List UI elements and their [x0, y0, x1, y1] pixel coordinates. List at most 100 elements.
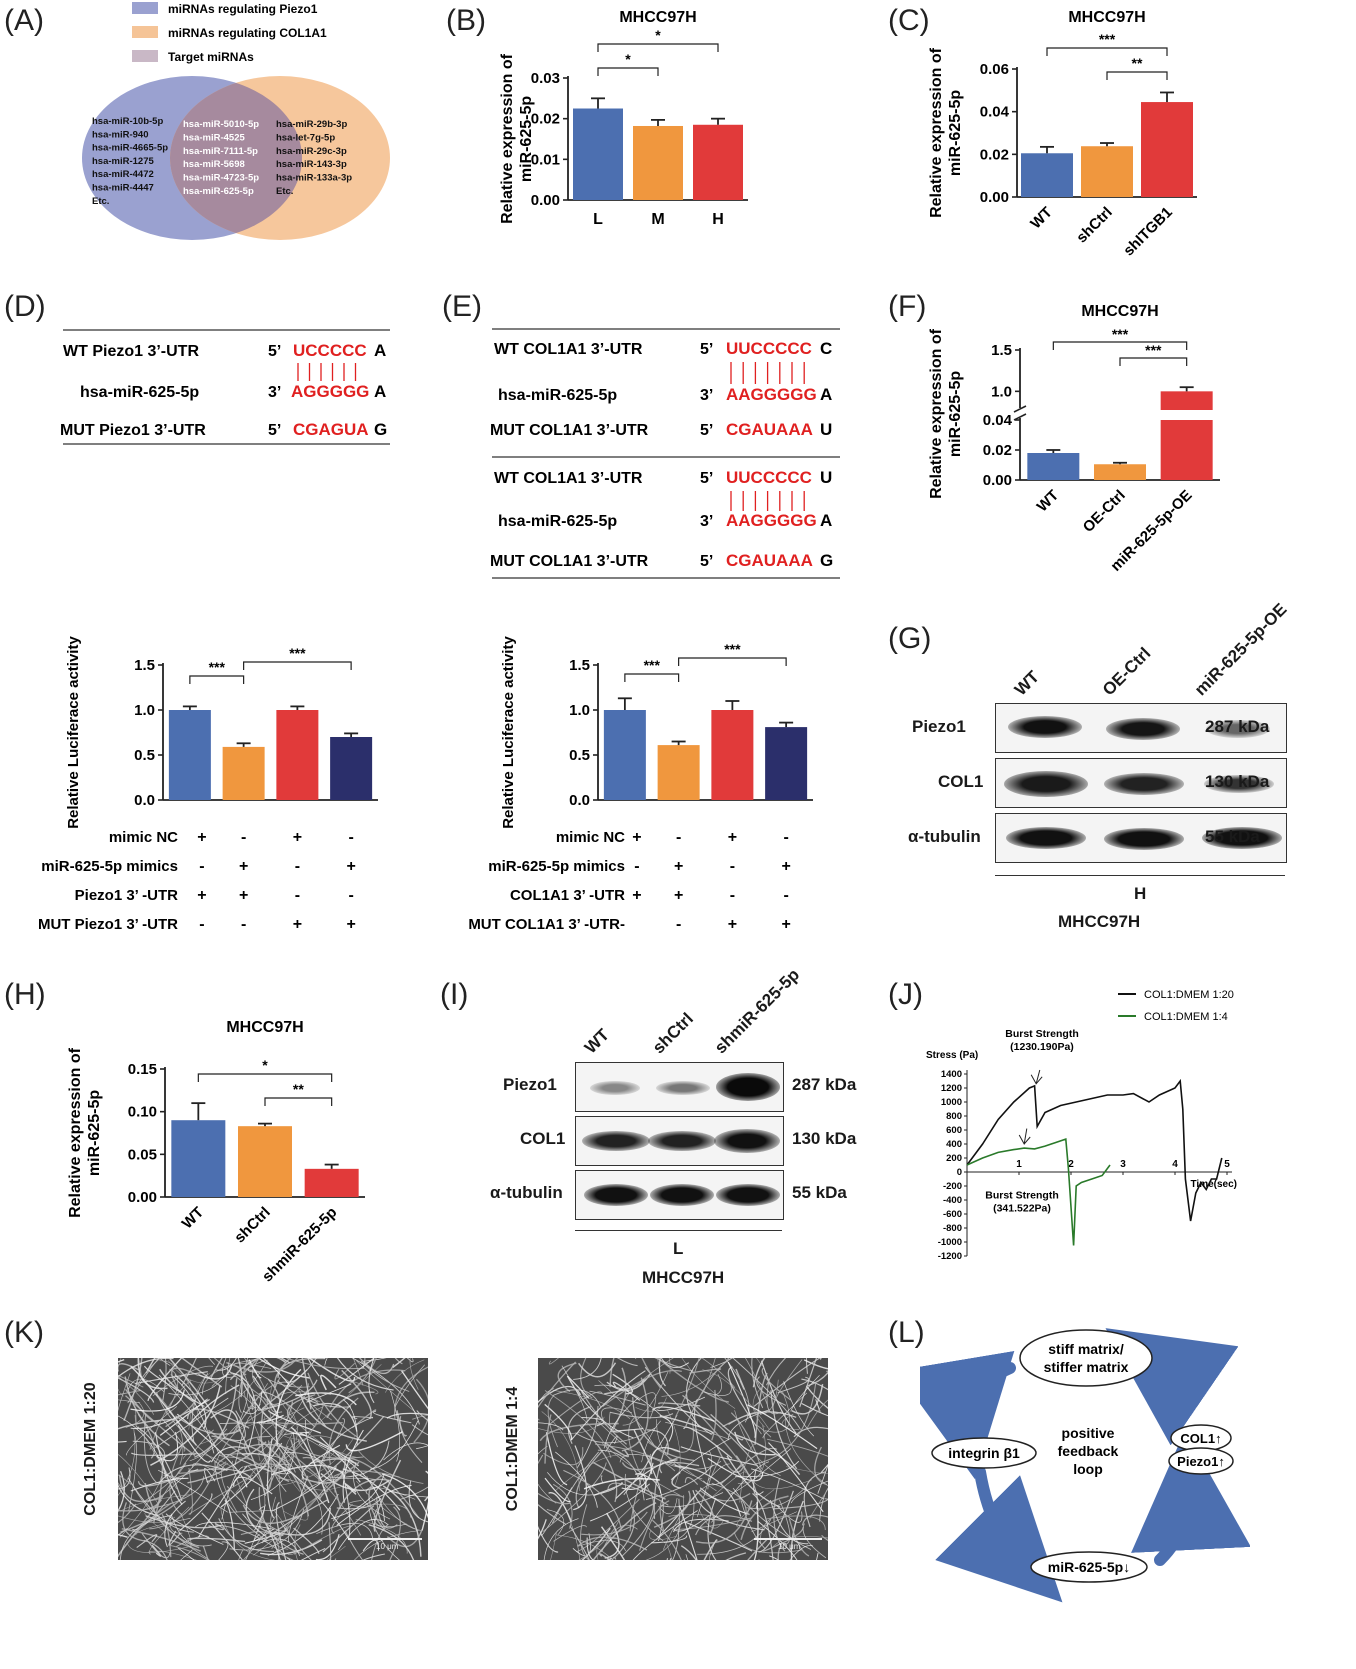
chartD2-row-1-mark-1: + — [239, 858, 248, 875]
blot-i-piezo1 — [575, 1062, 784, 1112]
seq-e-wt2-prime: 5’ — [700, 470, 713, 487]
chartB-ylabel-2: miR-625-5p — [518, 96, 535, 182]
chartE2-bar-0 — [603, 710, 646, 800]
chartE2-row-0-mark-3: - — [783, 829, 788, 846]
chartE2-sig-label-1: *** — [724, 641, 741, 657]
venn-mid-item-5: hsa-miR-625-5p — [183, 186, 254, 197]
chartH-ytick-3: 0.15 — [128, 1061, 157, 1078]
chartH-xtick-1: shCtrl — [231, 1204, 274, 1247]
chartJ-legend-1: COL1:DMEM 1:4 — [1144, 1011, 1228, 1023]
legend-swatch-col1a1 — [132, 26, 158, 38]
chartF-ytick-2: 0.04 — [983, 412, 1013, 429]
chartD2-ytick-1: 0.5 — [134, 747, 155, 764]
chartH-sig-1 — [264, 1097, 333, 1106]
chartD2-row-label-0: mimic NC — [109, 829, 178, 846]
chartH-ytick-1: 0.05 — [128, 1146, 157, 1163]
blot-i-group: L — [673, 1239, 684, 1258]
chartE2-row-3-mark-1: - — [676, 916, 681, 933]
blot-i-label-piezo1: Piezo1 — [503, 1075, 557, 1094]
bar-chart-b: MHCC97H 0.00 0.01 0.02 0.03 L M H Relative expre… — [499, 9, 748, 228]
blot-g-size-2: 130 kDa — [1205, 772, 1270, 791]
chartF-ytick-3: 1.0 — [991, 383, 1012, 400]
chartF-ylabel-1: Relative expression of — [928, 328, 945, 499]
venn-left-item-4: hsa-miR-4472 — [92, 169, 154, 180]
chartJ-ytick-7: 0 — [957, 1167, 962, 1178]
sequence-e: WT COL1A1 3’-UTR 5’ UUCCCCC C hsa-miR-62… — [490, 328, 840, 579]
legend-swatch-piezo1 — [132, 2, 158, 14]
seq-d-mir-end: A — [374, 382, 386, 401]
seq-e-mir1-end: A — [820, 385, 832, 404]
chartD2-ylabel: Relative Luciferace activity — [65, 636, 82, 829]
seq-e-wt2-seq: UUCCCCC — [726, 468, 812, 487]
chartD2-row-label-2: Piezo1 3’ -UTR — [75, 887, 179, 904]
sem-right-label-wrap: COL1:DMEM 1:4 — [492, 1360, 532, 1560]
chartB-sig-0 — [597, 67, 659, 76]
chartE2-sig-label-0: *** — [644, 657, 661, 673]
chartB-ytick-2: 0.02 — [531, 111, 560, 128]
seq-d-mut-end: G — [374, 420, 387, 439]
chartB-sig-label-0: * — [625, 51, 631, 67]
loop-left: integrin β1 — [948, 1445, 1020, 1461]
chartB-bar-2 — [693, 124, 743, 200]
chartF-sig-label-1: *** — [1145, 342, 1162, 358]
chartF-ytick-0: 0.00 — [983, 472, 1012, 489]
chartB-ylabel-1: Relative expression of — [499, 53, 516, 224]
chartJ-arrow-2 — [1023, 1128, 1028, 1145]
chartD2-ytick-2: 1.0 — [134, 702, 155, 719]
chartE2-ytick-2: 1.0 — [569, 702, 590, 719]
chartJ-xtick-0: 1 — [1016, 1159, 1022, 1170]
chartJ-xlabel: Time(sec) — [1190, 1179, 1237, 1190]
lanesI-lane-1: shCtrl — [648, 1009, 698, 1058]
seq-e-mut1-prime: 5’ — [700, 422, 713, 439]
chartJ-ytick-13: -1200 — [938, 1251, 962, 1262]
chartJ-ytick-5: 400 — [946, 1139, 962, 1150]
chartF-bar-2-lower — [1160, 420, 1213, 480]
chartE2-row-3-mark-3: + — [781, 916, 790, 933]
sem-left-label-wrap: COL1:DMEM 1:20 — [70, 1360, 110, 1560]
venn-right-item-1: hsa-let-7g-5p — [276, 132, 335, 143]
chartE2-ytick-0: 0.0 — [569, 792, 590, 809]
blot-g-col1 — [995, 758, 1287, 808]
chartD2-row-0-mark-2: + — [293, 829, 302, 846]
lanesI-lane-2: shmiR-625-5p — [710, 965, 804, 1058]
panel-label-d: (D) — [4, 290, 46, 323]
chartE2-row-label-1: miR-625-5p mimics — [488, 858, 625, 875]
chartE2-row-1-mark-2: - — [730, 858, 735, 875]
chartC-ytick-3: 0.06 — [980, 61, 1009, 78]
chartD2-sig-label-1: *** — [289, 645, 306, 661]
bar-chart-f: MHCC97H 0.00 0.02 0.04 1.0 1.5 WT OE-Ctrl miR-62… — [928, 303, 1220, 575]
blot-g-cell: MHCC97H — [1058, 912, 1141, 931]
chartJ-xtick-4: 5 — [1224, 1159, 1230, 1170]
chartD2-sig-1 — [243, 661, 352, 670]
sequence-d: WT Piezo1 3’-UTR 5’ UCCCCC A hsa-miR-625… — [60, 329, 390, 445]
chartD2-row-2-mark-2: - — [295, 887, 300, 904]
chartD2-row-2-mark-0: + — [197, 887, 206, 904]
chartD2-row-3-mark-0: - — [199, 916, 204, 933]
seq-d-mir-label: hsa-miR-625-5p — [80, 384, 199, 401]
chartJ-annot-2: Burst Strength — [985, 1189, 1059, 1201]
sem-right-label: COL1:DMEM 1:4 — [504, 1386, 521, 1512]
chartE2-ylabel: Relative Luciferace activity — [500, 636, 517, 829]
blot-g-label-piezo1: Piezo1 — [912, 717, 966, 736]
chartJ-legend-0: COL1:DMEM 1:20 — [1144, 989, 1234, 1001]
blot-i-size-3: 55 kDa — [792, 1183, 847, 1202]
panel-label-a: (A) — [4, 4, 44, 37]
chartD2-row-0-mark-1: - — [241, 829, 246, 846]
chartB-sig-1 — [597, 43, 719, 52]
panel-label-c: (C) — [888, 4, 930, 37]
seq-e-wt1-label: WT COL1A1 3’-UTR — [494, 341, 643, 358]
chartC-bar-2 — [1141, 102, 1193, 197]
venn-right-item-0: hsa-miR-29b-3p — [276, 119, 347, 130]
sem-image-1-4: 10 μm — [538, 1358, 828, 1560]
chartJ-ytick-10: -600 — [943, 1209, 962, 1220]
chartC-sig-1 — [1106, 71, 1168, 80]
loop-center-1: positive — [1062, 1425, 1115, 1441]
blot-i-label-tubulin: α-tubulin — [490, 1183, 563, 1202]
chartE2-row-label-0: mimic NC — [556, 829, 625, 846]
legend-swatch-target — [132, 50, 158, 62]
chartB-bar-1 — [633, 125, 683, 200]
western-blot-g: WT OE-Ctrl miR-625-5p-OE Piezo1 COL1 α-tub… — [900, 600, 1340, 940]
seq-d-wt-prime: 5’ — [268, 343, 281, 360]
loop-top-line1: stiff matrix/ — [1048, 1341, 1124, 1357]
